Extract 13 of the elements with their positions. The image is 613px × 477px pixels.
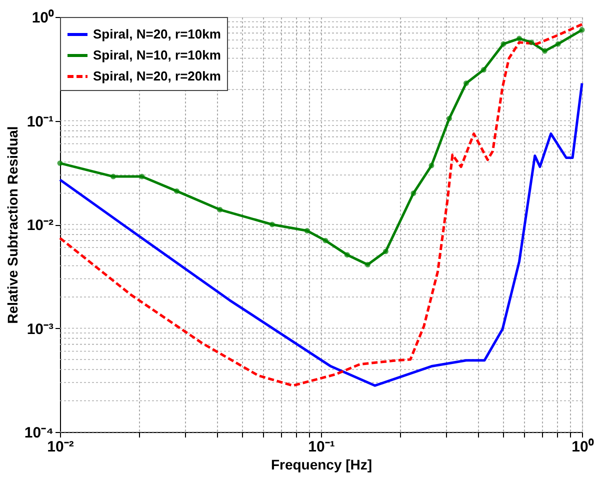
y-tick-label: 10⁰ bbox=[32, 8, 54, 26]
y-tick-label: 10⁻⁴ bbox=[24, 424, 54, 442]
y-tick-label: 10⁻¹ bbox=[26, 113, 54, 130]
legend-label: Spiral, N=10, r=10km bbox=[93, 48, 221, 62]
x-tick-label: 10⁻¹ bbox=[308, 438, 335, 456]
y-tick-label: 10⁻³ bbox=[26, 320, 54, 338]
x-tick-label: 10⁻² bbox=[47, 438, 74, 456]
y-axis-title: Relative Subtraction Residual bbox=[4, 126, 20, 324]
x-axis-title: Frequency [Hz] bbox=[270, 456, 372, 472]
y-tick-label: 10⁻² bbox=[26, 217, 54, 234]
x-tick-label: 10⁰ bbox=[572, 438, 594, 456]
legend-label: Spiral, N=20, r=10km bbox=[93, 26, 221, 42]
legend-label: Spiral, N=20, r=20km bbox=[93, 68, 221, 84]
